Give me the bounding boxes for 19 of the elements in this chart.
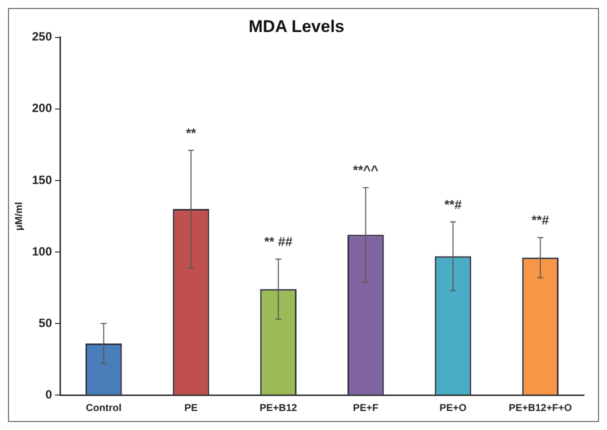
y-tick-label: 100 [32, 244, 52, 258]
chart-title: MDA Levels [248, 16, 344, 36]
annotation: **^^ [353, 162, 379, 178]
x-tick-label: PE+O [440, 402, 467, 414]
x-tick-label: PE+B12 [260, 402, 298, 414]
y-tick-label: 250 [32, 30, 52, 44]
y-tick-label: 150 [32, 172, 52, 187]
annotation: ** ## [264, 234, 294, 250]
x-tick-label: PE [184, 402, 198, 414]
annotation: **# [444, 197, 462, 212]
x-tick-label: PE+F [353, 402, 378, 414]
x-tick-label: Control [86, 402, 122, 414]
annotation: ** [186, 125, 198, 140]
x-tick-label: PE+B12+F+O [508, 402, 572, 414]
annotation: **# [532, 212, 550, 228]
y-axis-title: µM/ml [14, 202, 25, 230]
y-tick-label: 200 [32, 101, 52, 116]
y-tick-label: 0 [45, 387, 52, 402]
y-tick-label: 50 [38, 316, 52, 330]
